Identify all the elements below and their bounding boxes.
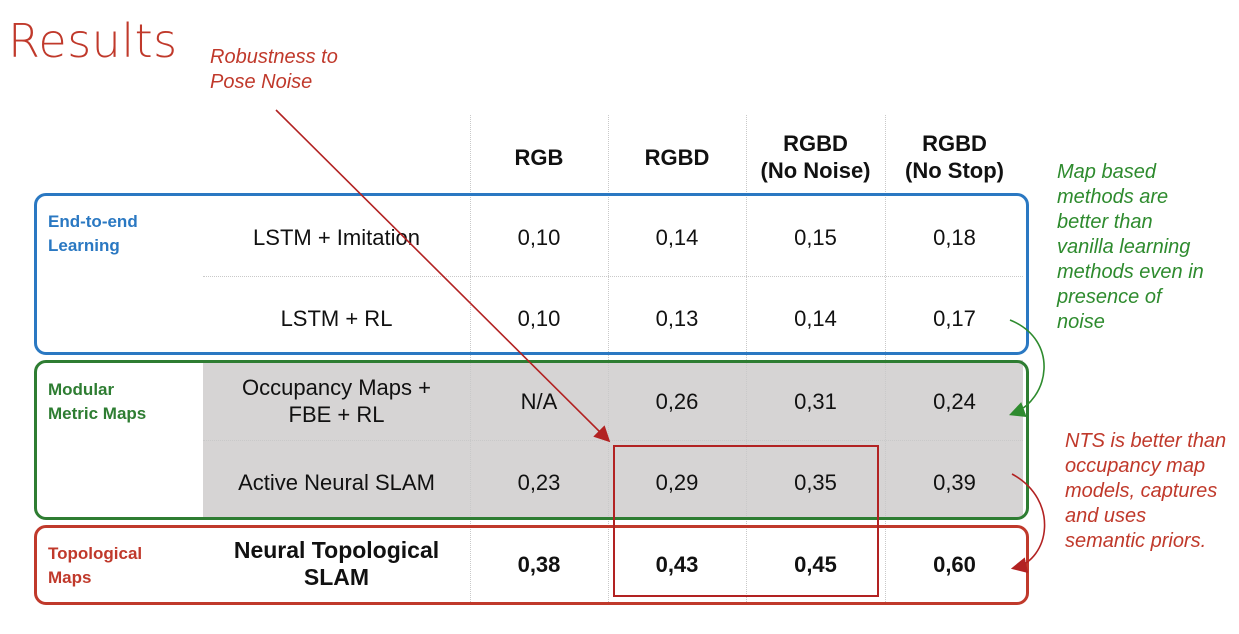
nts-better-annotation: NTS is better than occupancy map models,…: [1065, 430, 1227, 552]
value-cell: 0,13: [655, 306, 699, 331]
value-cell: 0,23: [517, 469, 561, 495]
robustness-arrow: [275, 109, 611, 443]
map-based-annotation: Map based methods are better than vanill…: [1057, 161, 1204, 333]
value-cell: 0,45: [794, 551, 837, 577]
value-cell: 0,26: [655, 388, 699, 414]
value-cell: 0,18: [933, 225, 976, 250]
value-cell: 0,43: [655, 551, 699, 577]
value-cell: 0,17: [933, 306, 976, 331]
value-cell: 0,31: [794, 388, 837, 414]
modular-group-box: [34, 360, 1029, 520]
value-cell: 0,10: [517, 306, 561, 331]
value-cell: 0,10: [517, 225, 561, 250]
value-cell: 0,35: [794, 469, 837, 495]
value-cell: 0,14: [655, 225, 699, 250]
value-cell: 0,39: [933, 469, 976, 495]
method-cell: Neural Topological SLAM: [233, 537, 440, 590]
value-cell: 0,24: [933, 388, 976, 414]
method-cell: LSTM + RL: [280, 306, 393, 331]
value-cell: 0,29: [655, 469, 699, 495]
robustness-highlight-box: [613, 445, 879, 597]
end-to-end-group-box: [34, 193, 1029, 355]
group-label-end-to-end: End-to-end Learning: [48, 212, 138, 255]
column-header-rgbd: RGBD: [644, 144, 710, 170]
value-cell: 0,15: [794, 225, 837, 250]
value-cell: N/A: [520, 388, 558, 414]
group-label-topological: Topological Maps: [48, 544, 143, 587]
method-cell: Occupancy Maps + FBE + RL: [242, 375, 431, 427]
column-header-rgb: RGB: [514, 144, 564, 170]
robustness-annotation: Robustness to Pose Noise: [210, 46, 338, 93]
map-based-arrow: [1008, 319, 1045, 418]
method-cell: Active Neural SLAM: [238, 469, 435, 495]
group-label-modular: Modular Metric Maps: [48, 380, 147, 423]
slide-title: Results: [8, 14, 178, 68]
column-header-rgbd-no-noise: RGBD (No Noise): [760, 131, 871, 183]
value-cell: 0,14: [794, 306, 837, 331]
nts-better-arrow: [1010, 473, 1046, 574]
column-header-rgbd-no-stop: RGBD (No Stop): [905, 131, 1004, 183]
value-cell: 0,60: [933, 551, 976, 577]
value-cell: 0,38: [517, 551, 561, 577]
method-cell: LSTM + Imitation: [253, 225, 420, 250]
